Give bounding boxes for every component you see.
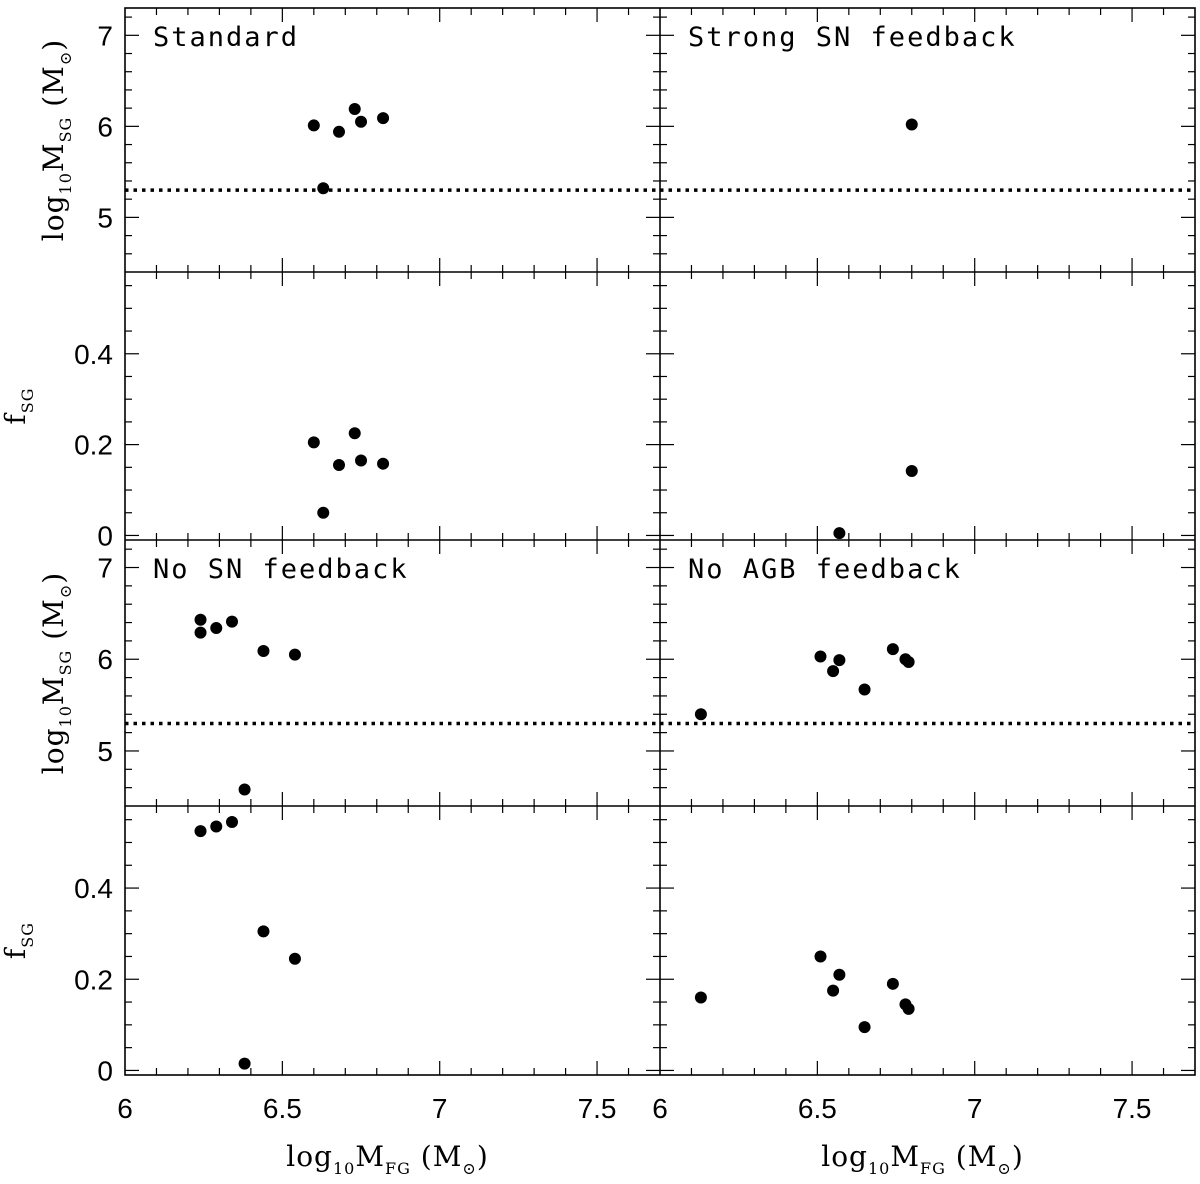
- labels: 5 6 7 Standard log10MSG (M⊙) 0 0.2 0.4 fSG Strong…: [0, 20, 1152, 1178]
- data-points: [194, 103, 918, 1070]
- data-point: [355, 454, 368, 467]
- y-tick-label: 0: [97, 1055, 113, 1086]
- x-tick-label: 6.5: [798, 1093, 837, 1124]
- y-tick-label: 0: [97, 520, 113, 551]
- y-tick-label: 7: [97, 553, 113, 584]
- data-point: [858, 1021, 871, 1034]
- data-point: [257, 644, 270, 657]
- data-point: [833, 654, 846, 667]
- y-axis-title: fSG: [0, 922, 37, 959]
- data-point: [694, 991, 707, 1004]
- data-point: [333, 125, 345, 138]
- panel-title: Standard: [153, 22, 299, 53]
- panel-title: Strong SN feedback: [688, 22, 1017, 53]
- data-point: [288, 648, 301, 661]
- data-point: [377, 112, 390, 125]
- data-point: [905, 464, 918, 477]
- data-point: [226, 615, 238, 628]
- data-point: [377, 457, 390, 470]
- data-point: [833, 527, 846, 540]
- data-point: [210, 820, 223, 833]
- panel-frames: [124, 7, 1196, 1076]
- data-point: [288, 952, 301, 965]
- data-point: [307, 119, 320, 132]
- x-tick-label: 7.5: [1113, 1093, 1152, 1124]
- x-tick-label: 6.5: [263, 1093, 302, 1124]
- data-point: [307, 436, 320, 449]
- panel-title: No SN feedback: [153, 554, 409, 585]
- y-axis-title: fSG: [0, 387, 37, 424]
- x-tick-label: 7.5: [578, 1093, 617, 1124]
- y-tick-label: 5: [97, 202, 113, 233]
- y-tick-label: 5: [97, 736, 113, 767]
- y-axis-title: log10MSG (M⊙): [37, 39, 75, 241]
- y-tick-label: 6: [97, 644, 113, 675]
- data-point: [226, 815, 238, 828]
- x-tick-label: 7: [432, 1093, 448, 1124]
- x-axis-title: log10MFG (M⊙): [286, 1140, 489, 1178]
- y-tick-label: 7: [97, 20, 113, 51]
- data-point: [827, 665, 840, 678]
- x-tick-label: 7: [967, 1093, 983, 1124]
- data-point: [333, 459, 345, 472]
- y-tick-label: 6: [97, 111, 113, 142]
- data-point: [827, 984, 840, 997]
- y-tick-label: 0.2: [74, 430, 113, 461]
- x-axis-title: log10MFG (M⊙): [821, 1140, 1024, 1178]
- data-point: [814, 650, 827, 663]
- data-point: [194, 626, 207, 639]
- data-point: [238, 783, 251, 796]
- data-point: [833, 968, 846, 981]
- data-point: [902, 1002, 915, 1015]
- data-point: [194, 825, 207, 838]
- data-point: [257, 925, 270, 938]
- data-point: [814, 950, 827, 963]
- y-tick-label: 0.4: [74, 339, 113, 370]
- x-tick-label: 6: [652, 1093, 668, 1124]
- data-point: [886, 977, 899, 990]
- data-point: [348, 103, 361, 116]
- data-point: [238, 1057, 251, 1070]
- data-point: [355, 115, 368, 128]
- data-point: [905, 118, 918, 131]
- data-point: [317, 506, 330, 519]
- data-point: [886, 643, 899, 656]
- y-tick-label: 0.2: [74, 964, 113, 995]
- x-tick-label: 6: [117, 1093, 133, 1124]
- panel-title: No AGB feedback: [688, 554, 962, 585]
- y-tick-label: 0.4: [74, 873, 113, 904]
- data-point: [694, 708, 707, 721]
- data-point: [348, 427, 361, 440]
- data-point: [210, 622, 223, 635]
- axis-ticks: [125, 8, 1195, 1075]
- data-point: [902, 655, 915, 668]
- y-axis-title: log10MSG (M⊙): [37, 572, 75, 774]
- data-point: [194, 613, 207, 626]
- data-point: [858, 683, 871, 696]
- data-point: [317, 182, 330, 195]
